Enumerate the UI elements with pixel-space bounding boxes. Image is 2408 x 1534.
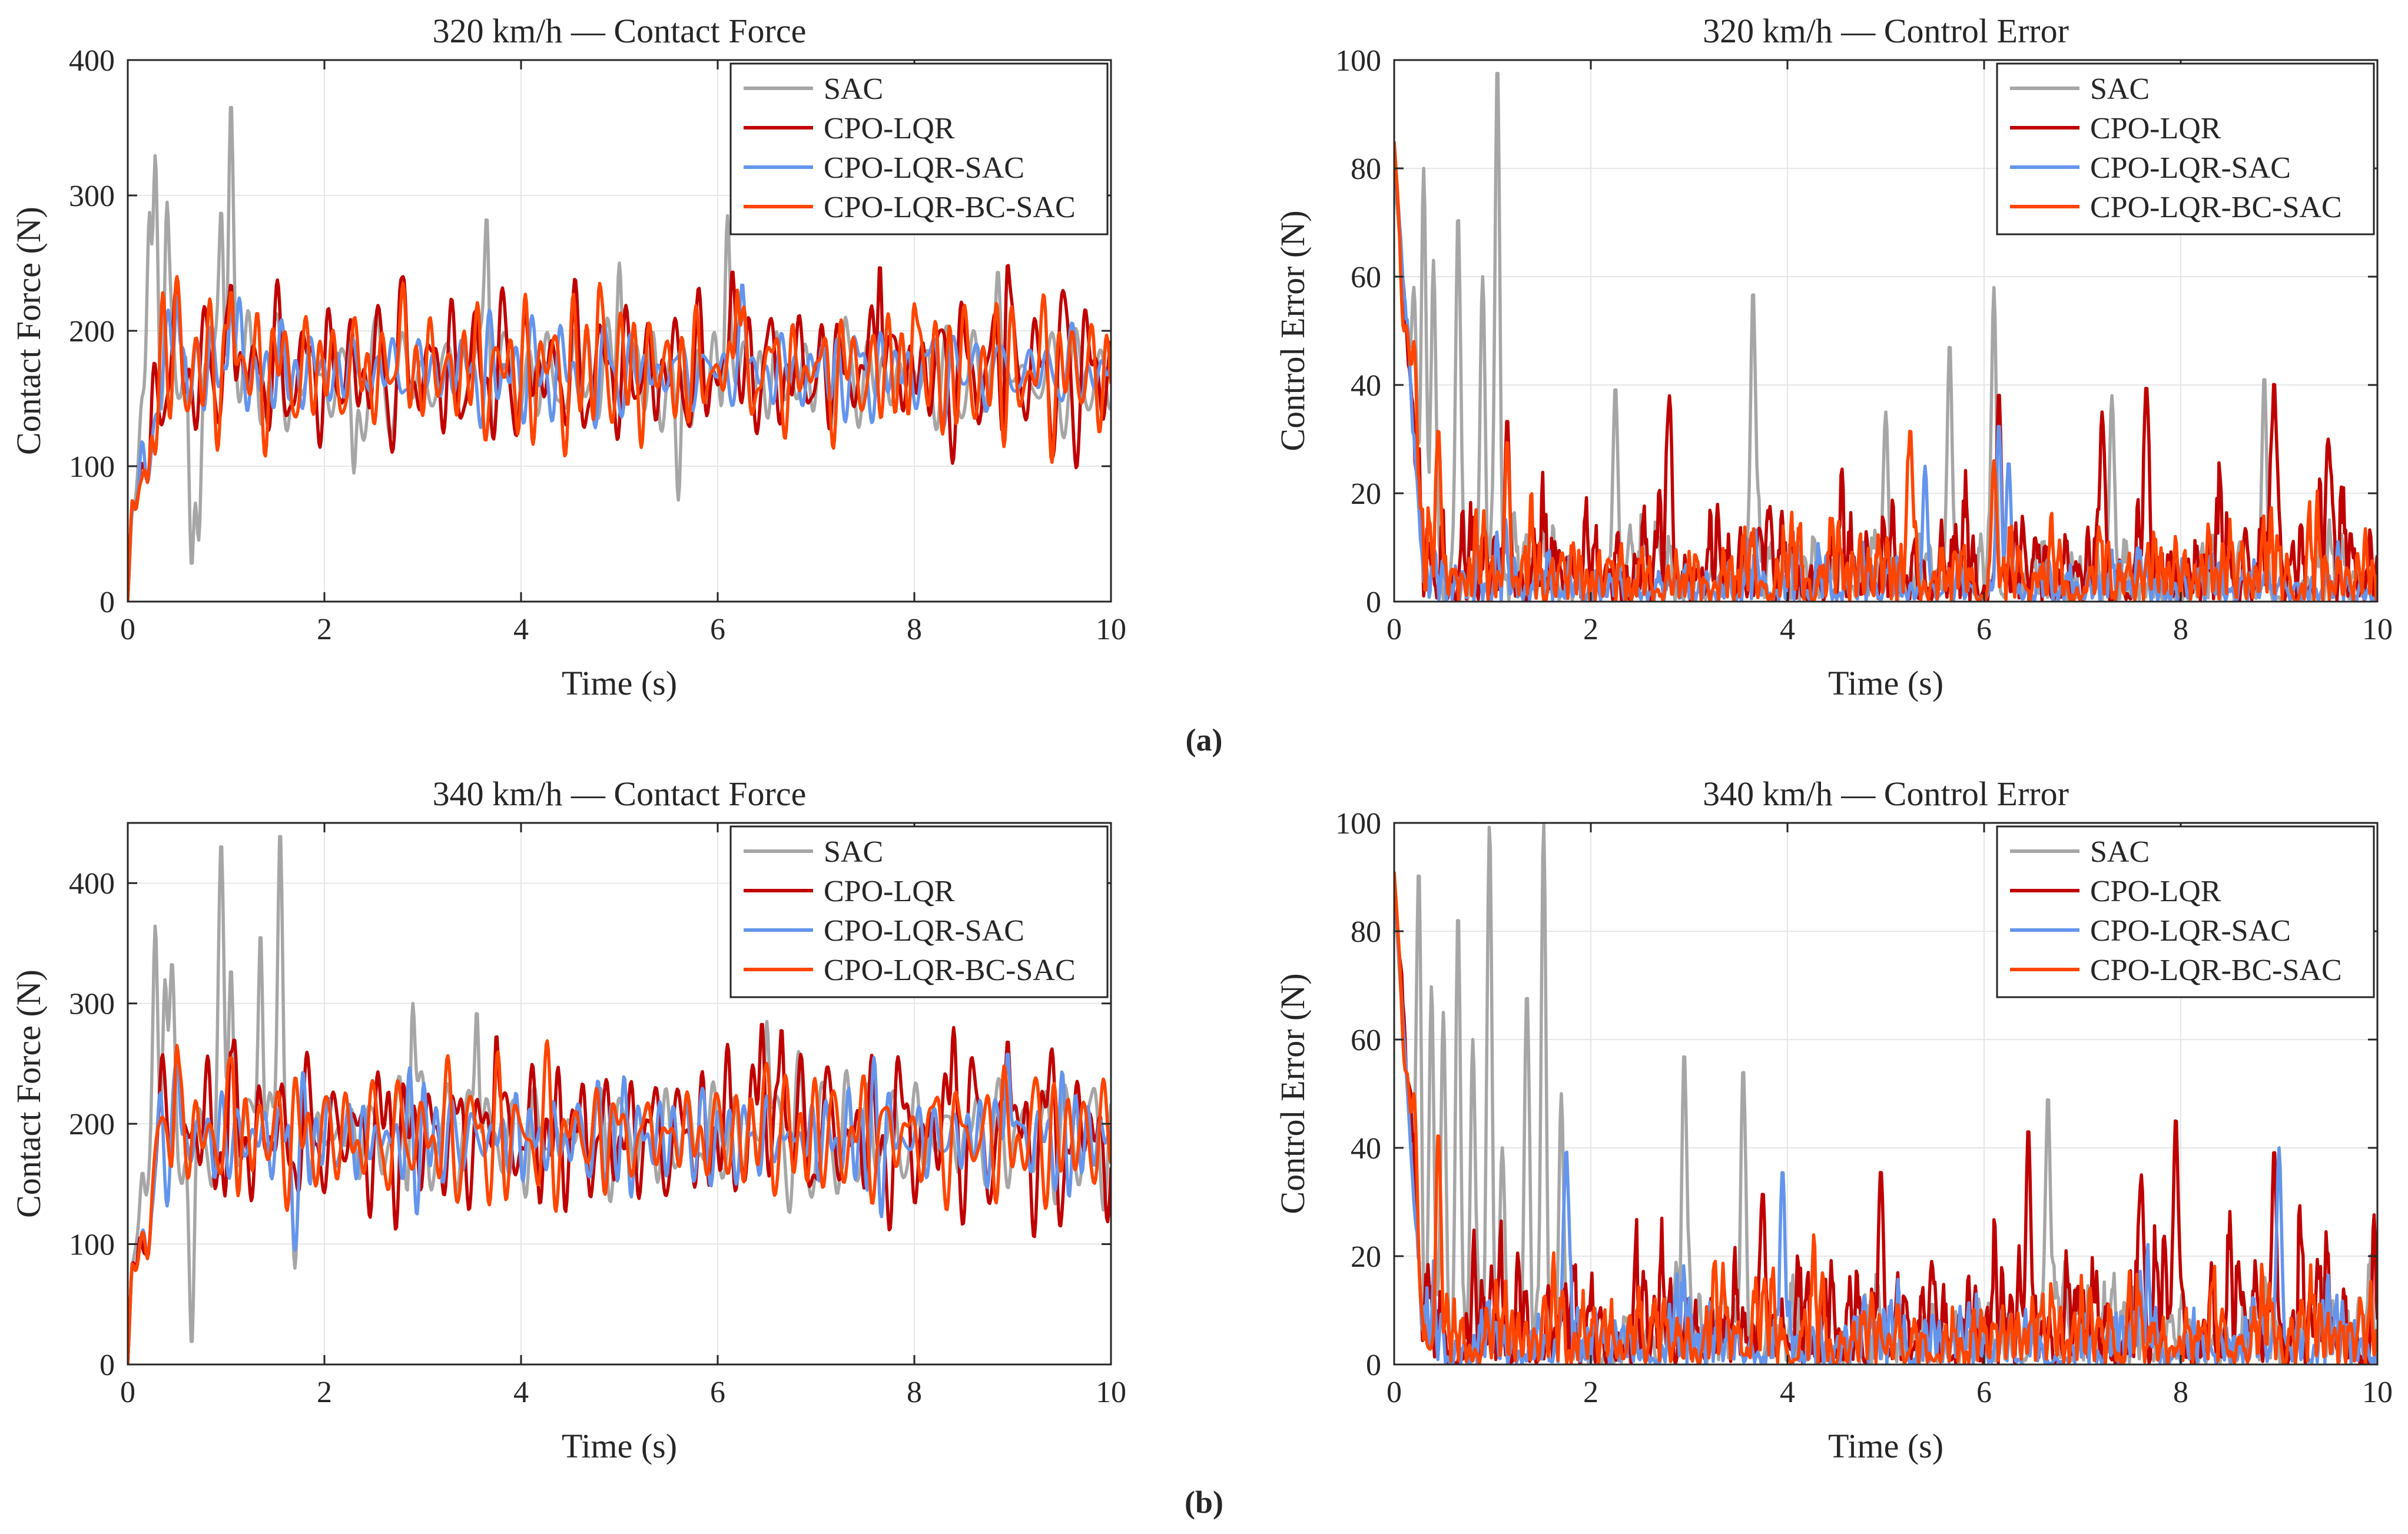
y-axis-label: Contact Force (N): [9, 969, 48, 1218]
chart-320-contact-force: 320 km/h — Contact Force Time (s) Contac…: [9, 12, 1126, 702]
legend-label-cpo-lqr-bc-sac: CPO-LQR-BC-SAC: [824, 954, 1076, 987]
x-tick-label: 8: [907, 613, 922, 646]
y-tick-label: 20: [1351, 1240, 1381, 1274]
x-tick-label: 4: [513, 1376, 529, 1409]
legend-label-cpo-lqr-bc-sac: CPO-LQR-BC-SAC: [2090, 191, 2342, 224]
x-tick-label: 6: [710, 613, 725, 646]
y-tick-label: 20: [1351, 477, 1381, 511]
legend-label-cpo-lqr-sac: CPO-LQR-SAC: [824, 914, 1024, 948]
legend-label-cpo-lqr: CPO-LQR: [824, 875, 955, 908]
y-tick-label: 40: [1351, 369, 1381, 403]
legend: SAC CPO-LQR CPO-LQR-SAC CPO-LQR-BC-SAC: [729, 62, 1109, 235]
x-tick-label: 4: [1780, 1376, 1795, 1409]
x-tick-label: 2: [317, 1376, 332, 1409]
y-axis-label: Control Error (N): [1273, 973, 1312, 1214]
x-tick-label: 8: [2173, 1376, 2188, 1409]
chart-320-control-error: 320 km/h — Control Error Time (s) Contro…: [1273, 12, 2393, 702]
y-tick-label: 60: [1351, 261, 1381, 294]
x-tick-label: 10: [2362, 613, 2393, 646]
legend-label-cpo-lqr: CPO-LQR: [2090, 112, 2221, 145]
series-line-cpo-lqr-bc-sac: [1394, 141, 2377, 602]
x-tick-label: 2: [317, 613, 332, 646]
chart-title: 340 km/h — Control Error: [1703, 775, 2069, 813]
legend: SAC CPO-LQR CPO-LQR-SAC CPO-LQR-BC-SAC: [729, 825, 1109, 998]
legend-label-sac: SAC: [2090, 72, 2150, 106]
x-tick-label: 8: [2173, 613, 2188, 646]
x-axis-label: Time (s): [562, 1427, 677, 1465]
legend-label-cpo-lqr-sac: CPO-LQR-SAC: [2090, 151, 2291, 185]
legend: SAC CPO-LQR CPO-LQR-SAC CPO-LQR-BC-SAC: [1996, 825, 2375, 998]
series-line-cpo-lqr-bc-sac: [1394, 871, 2377, 1364]
axes-box: [1393, 59, 2379, 603]
y-tick-label: 100: [69, 1228, 115, 1262]
y-tick-label: 0: [99, 586, 115, 619]
y-tick-label: 100: [1335, 807, 1381, 841]
legend-label-cpo-lqr: CPO-LQR: [2090, 875, 2221, 908]
y-tick-label: 60: [1351, 1024, 1381, 1057]
y-tick-label: 0: [99, 1349, 115, 1382]
panel-label-a: (a): [1186, 722, 1223, 758]
x-tick-label: 10: [2362, 1376, 2393, 1409]
y-tick-label: 0: [1366, 586, 1381, 619]
panel-label-b: (b): [1185, 1485, 1223, 1520]
chart-340-contact-force: 340 km/h — Contact Force Time (s) Contac…: [9, 775, 1126, 1465]
y-tick-label: 200: [69, 1108, 115, 1141]
x-tick-label: 2: [1583, 613, 1598, 646]
y-axis-label: Contact Force (N): [9, 207, 48, 455]
y-tick-label: 100: [1335, 44, 1381, 78]
x-axis-label: Time (s): [1828, 1427, 1943, 1465]
legend: SAC CPO-LQR CPO-LQR-SAC CPO-LQR-BC-SAC: [1996, 62, 2375, 235]
legend-label-cpo-lqr: CPO-LQR: [824, 112, 955, 145]
y-tick-label: 400: [69, 44, 115, 78]
x-tick-label: 0: [120, 613, 135, 646]
legend-label-sac: SAC: [824, 835, 883, 869]
legend-label-sac: SAC: [2090, 835, 2150, 869]
x-tick-label: 4: [1780, 613, 1795, 646]
x-tick-label: 6: [1976, 1376, 1992, 1409]
x-tick-label: 0: [1387, 613, 1402, 646]
legend-label-cpo-lqr-bc-sac: CPO-LQR-BC-SAC: [824, 191, 1076, 224]
axes-box: [127, 822, 1112, 1366]
x-tick-label: 6: [1976, 613, 1992, 646]
y-axis-label: Control Error (N): [1273, 210, 1312, 451]
x-tick-label: 0: [1387, 1376, 1402, 1409]
x-axis-label: Time (s): [1828, 664, 1943, 702]
x-tick-label: 8: [907, 1376, 922, 1409]
axes-box: [1393, 822, 2379, 1366]
legend-label-cpo-lqr-sac: CPO-LQR-SAC: [2090, 914, 2291, 948]
x-tick-label: 2: [1583, 1376, 1598, 1409]
y-tick-label: 80: [1351, 915, 1381, 949]
y-tick-label: 400: [69, 867, 115, 901]
series-line-cpo-lqr-sac: [128, 1052, 1111, 1364]
y-tick-label: 200: [69, 315, 115, 348]
y-tick-label: 40: [1351, 1132, 1381, 1166]
x-tick-label: 6: [710, 1376, 725, 1409]
x-tick-label: 10: [1096, 613, 1126, 646]
legend-label-cpo-lqr-bc-sac: CPO-LQR-BC-SAC: [2090, 954, 2342, 987]
x-tick-label: 0: [120, 1376, 135, 1409]
y-tick-label: 300: [69, 180, 115, 213]
chart-340-control-error: 340 km/h — Control Error Time (s) Contro…: [1273, 775, 2393, 1465]
chart-title: 320 km/h — Contact Force: [433, 12, 807, 50]
x-tick-label: 10: [1096, 1376, 1126, 1409]
y-tick-label: 80: [1351, 152, 1381, 186]
y-tick-label: 300: [69, 988, 115, 1021]
y-tick-label: 100: [69, 450, 115, 484]
series-line-cpo-lqr-bc-sac: [128, 1039, 1111, 1364]
x-tick-label: 4: [513, 613, 529, 646]
y-tick-label: 0: [1366, 1349, 1381, 1382]
x-axis-label: Time (s): [562, 664, 677, 702]
legend-label-sac: SAC: [824, 72, 883, 106]
legend-label-cpo-lqr-sac: CPO-LQR-SAC: [824, 151, 1024, 185]
chart-title: 320 km/h — Control Error: [1703, 12, 2069, 50]
chart-title: 340 km/h — Contact Force: [433, 775, 807, 813]
series-line-cpo-lqr-bc-sac: [128, 275, 1111, 602]
